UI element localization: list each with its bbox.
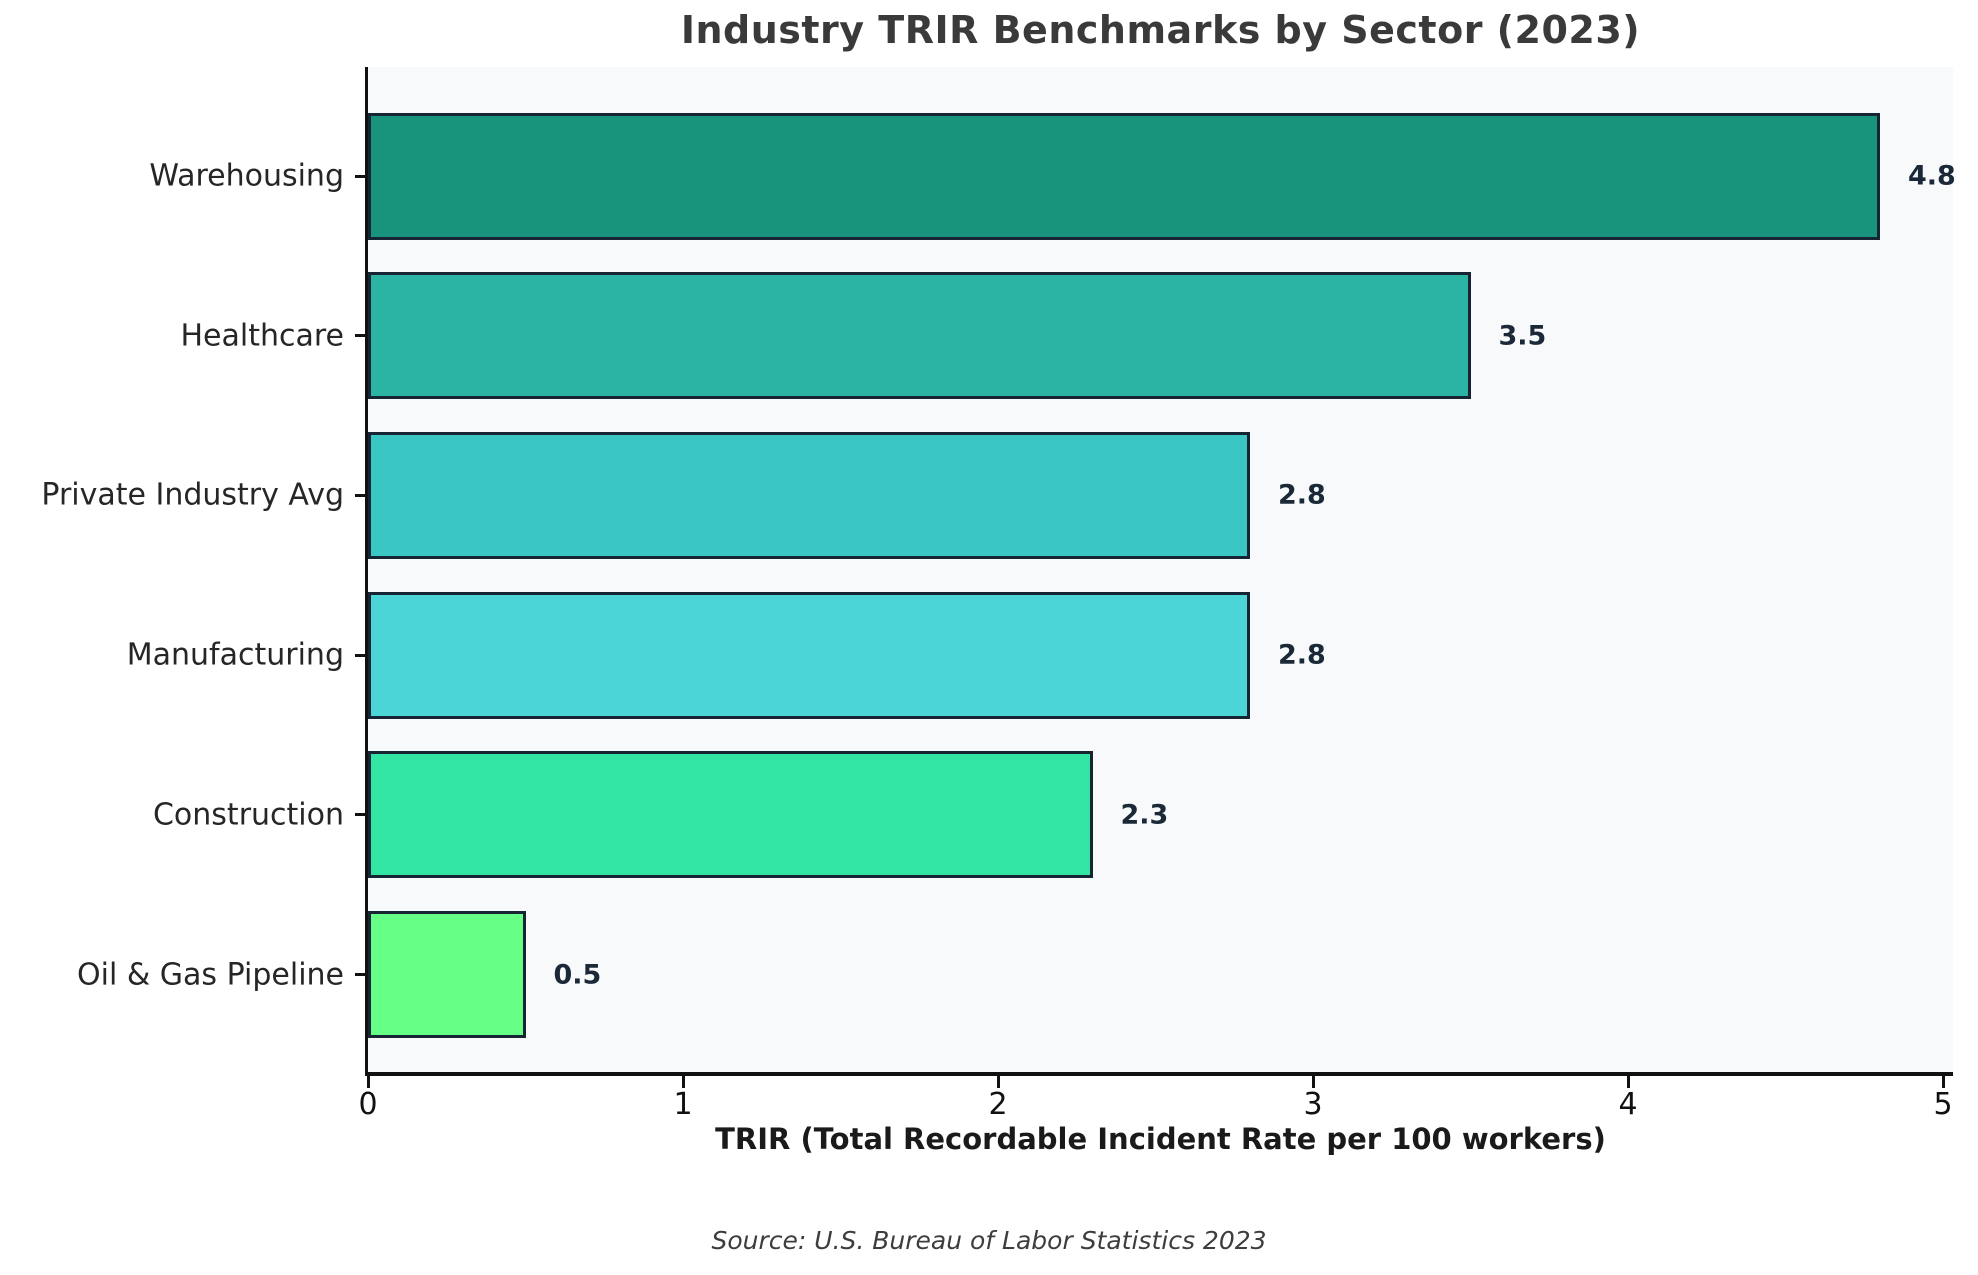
- bar-value-label: 2.8: [1278, 479, 1326, 511]
- bar-value-label: 2.8: [1278, 639, 1326, 671]
- bar-oil-gas-pipeline: [368, 911, 526, 1038]
- bar-value-label: 4.8: [1908, 160, 1956, 192]
- x-tick-mark: [1311, 1076, 1315, 1088]
- x-axis-label: TRIR (Total Recordable Incident Rate per…: [715, 1122, 1606, 1156]
- x-tick-mark: [996, 1076, 1000, 1088]
- category-label: Warehousing: [149, 158, 344, 194]
- y-tick-mark: [355, 493, 367, 497]
- chart-title: Industry TRIR Benchmarks by Sector (2023…: [680, 8, 1641, 52]
- bar-warehousing: [368, 112, 1880, 240]
- category-label: Healthcare: [180, 318, 344, 354]
- bar-private-industry-avg: [368, 431, 1250, 559]
- category-label: Private Industry Avg: [41, 477, 344, 513]
- x-tick-label: 2: [988, 1087, 1008, 1122]
- x-tick-label: 3: [1303, 1087, 1323, 1122]
- category-label: Construction: [152, 797, 344, 833]
- bar-value-label: 2.3: [1120, 799, 1169, 831]
- bar-construction: [368, 751, 1093, 879]
- bar-healthcare: [368, 272, 1471, 400]
- source-note: Source: U.S. Bureau of Labor Statistics …: [711, 1226, 1267, 1255]
- bar-value-label: 0.5: [553, 959, 602, 990]
- y-tick-mark: [355, 334, 367, 338]
- y-tick-mark: [355, 973, 367, 976]
- x-tick-label: 0: [358, 1087, 378, 1122]
- y-tick-mark: [355, 174, 367, 178]
- x-tick-label: 5: [1933, 1087, 1953, 1122]
- y-tick-mark: [355, 653, 367, 657]
- x-tick-mark: [1626, 1076, 1630, 1088]
- category-label: Oil & Gas Pipeline: [77, 957, 344, 992]
- x-tick-mark: [1941, 1076, 1945, 1088]
- x-tick-mark: [366, 1076, 370, 1088]
- x-tick-label: 1: [673, 1087, 693, 1122]
- x-tick-mark: [681, 1076, 685, 1088]
- category-label: Manufacturing: [126, 637, 344, 673]
- bar-value-label: 3.5: [1498, 320, 1547, 352]
- y-tick-mark: [355, 813, 367, 817]
- bar-manufacturing: [368, 591, 1250, 719]
- x-tick-label: 4: [1618, 1087, 1638, 1122]
